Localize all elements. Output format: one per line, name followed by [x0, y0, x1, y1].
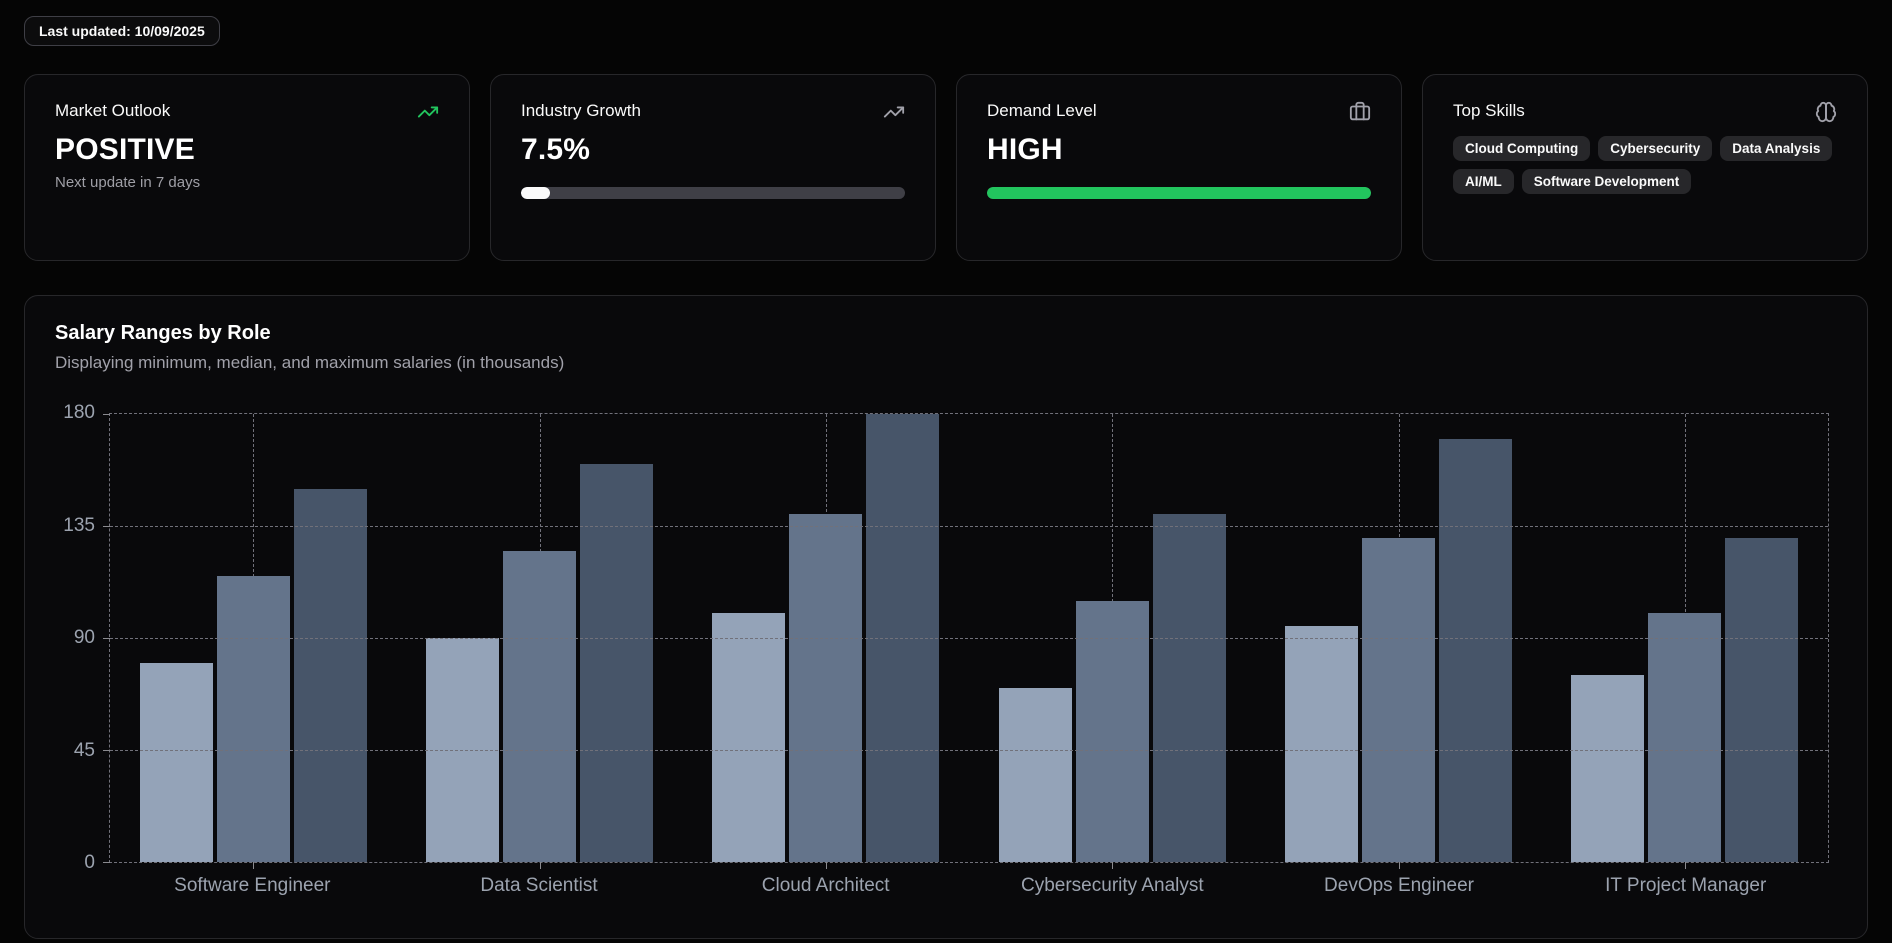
bar-group [1255, 414, 1541, 862]
trending-up-icon [883, 101, 905, 123]
maximum-bar [1725, 538, 1799, 862]
median-bar [1361, 538, 1435, 862]
market-outlook-subtitle: Next update in 7 days [55, 174, 201, 191]
demand-level-value: HIGH [987, 133, 1063, 166]
maximum-bar [1152, 513, 1226, 862]
median-bar [1648, 613, 1722, 862]
x-axis-label: Data Scientist [480, 875, 598, 896]
median-bar [502, 550, 576, 862]
x-axis-label: Cloud Architect [761, 875, 890, 896]
briefcase-icon [1349, 101, 1371, 123]
industry-growth-card: Industry Growth 7.5% [490, 74, 936, 261]
top-skills-list: Cloud Computing Cybersecurity Data Analysi… [1453, 136, 1837, 194]
x-axis-label: Cybersecurity Analyst [1021, 875, 1204, 896]
minimum-bar [712, 613, 786, 862]
salary-chart-card: Salary Ranges by Role Displaying minimum… [24, 295, 1868, 939]
chart-subtitle: Displaying minimum, median, and maximum … [55, 353, 565, 372]
plot-area [103, 413, 1829, 869]
y-tick-label: 0 [84, 852, 95, 873]
bar-group [110, 414, 396, 862]
industry-growth-progress-fill [521, 187, 550, 199]
y-tick-mark [103, 414, 110, 415]
x-tick-mark [1112, 862, 1114, 869]
bar-group [969, 414, 1255, 862]
y-tick-mark [103, 750, 110, 751]
last-updated-badge: Last updated: 10/09/2025 [24, 16, 220, 46]
skill-chip: Cloud Computing [1453, 136, 1591, 161]
demand-level-progress-fill [987, 187, 1371, 199]
maximum-bar [579, 463, 653, 862]
y-axis: 0 45 90 135 180 [55, 402, 109, 873]
demand-level-card: Demand Level HIGH [956, 74, 1402, 261]
y-tick-label: 90 [73, 627, 95, 648]
h-gridline [110, 750, 1828, 751]
maximum-bar [293, 488, 367, 862]
industry-growth-value: 7.5% [521, 133, 591, 166]
trending-up-icon [417, 101, 439, 123]
skill-chip: Data Analysis [1720, 136, 1833, 161]
x-tick-mark [1684, 862, 1686, 869]
x-axis-labels: Software Engineer Data Scientist Cloud Arc… [109, 875, 1837, 897]
top-skills-title: Top Skills [1453, 101, 1525, 120]
x-tick-mark [1398, 862, 1400, 869]
maximum-bar [1438, 438, 1512, 862]
minimum-bar [1571, 675, 1645, 862]
salary-bar-chart: 0 45 90 135 180 [55, 402, 1837, 873]
median-bar [1075, 600, 1149, 862]
y-tick-label: 135 [63, 514, 95, 536]
industry-growth-progress-track [521, 187, 905, 199]
chart-title: Salary Ranges by Role [55, 322, 271, 344]
y-tick-label: 180 [63, 402, 95, 423]
median-bar [789, 513, 863, 862]
h-gridline [110, 638, 1828, 639]
h-gridline [110, 526, 1828, 527]
brain-icon [1815, 101, 1837, 123]
skill-chip: Software Development [1521, 169, 1692, 194]
skill-chip: Cybersecurity [1598, 136, 1713, 161]
skill-chip: AI/ML [1453, 169, 1514, 194]
y-tick-mark [103, 862, 110, 863]
median-bar [216, 575, 290, 862]
demand-level-title: Demand Level [987, 101, 1097, 120]
stat-cards-row: Market Outlook POSITIVE Next update in 7… [24, 74, 1868, 261]
x-axis-label: Software Engineer [174, 875, 331, 896]
minimum-bar [139, 662, 213, 862]
minimum-bar [1284, 625, 1358, 862]
market-outlook-card: Market Outlook POSITIVE Next update in 7… [24, 74, 470, 261]
x-tick-mark [253, 862, 255, 869]
bar-group [1542, 414, 1828, 862]
x-tick-mark [825, 862, 827, 869]
market-outlook-value: POSITIVE [55, 133, 195, 166]
x-axis-label: IT Project Manager [1605, 875, 1767, 896]
x-axis-label: DevOps Engineer [1324, 875, 1474, 896]
industry-growth-title: Industry Growth [521, 101, 641, 120]
y-tick-mark [103, 526, 110, 527]
y-tick-label: 45 [73, 739, 95, 761]
y-tick-mark [103, 638, 110, 639]
top-skills-card: Top Skills Cloud Computing Cybersecurity D… [1422, 74, 1868, 261]
minimum-bar [998, 687, 1072, 862]
demand-level-progress-track [987, 187, 1371, 199]
market-outlook-title: Market Outlook [55, 101, 171, 120]
x-tick-mark [539, 862, 541, 869]
